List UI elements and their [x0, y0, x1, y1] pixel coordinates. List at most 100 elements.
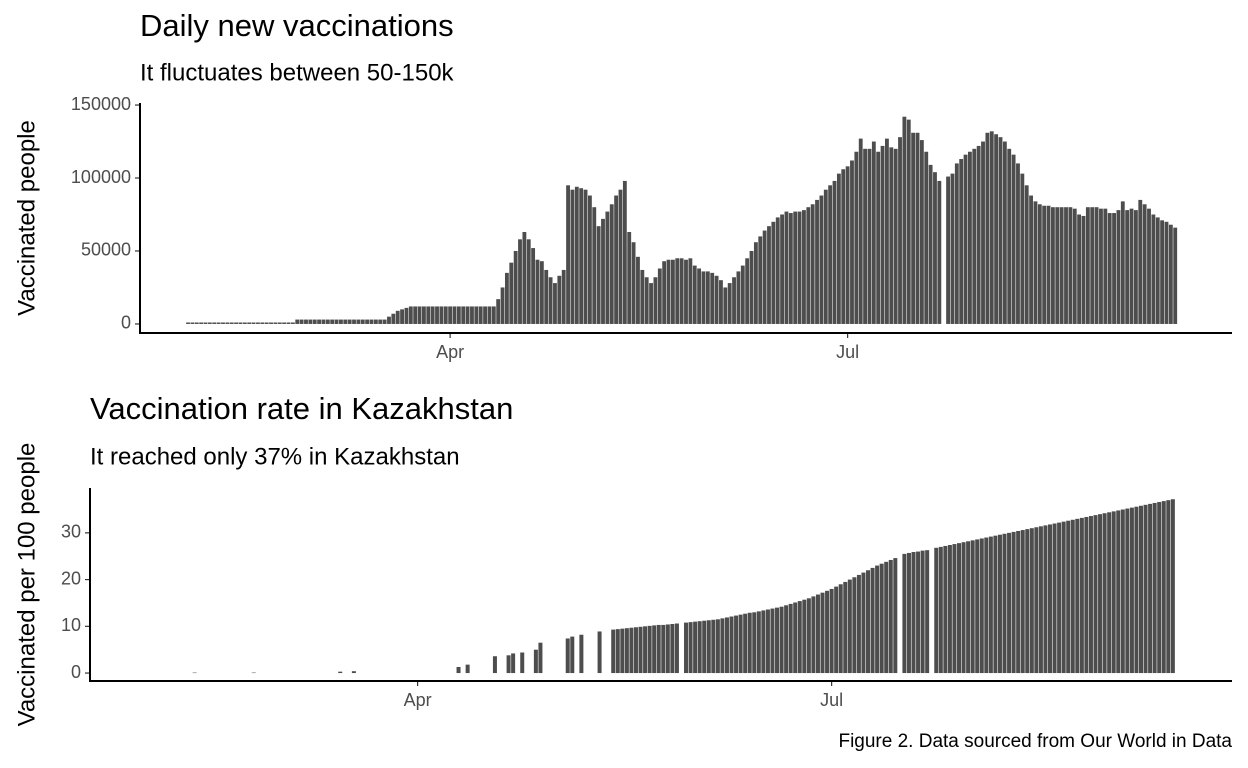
bar — [369, 319, 374, 324]
y-tick-label: 0 — [71, 662, 81, 682]
bar — [919, 140, 924, 324]
bar — [400, 309, 405, 324]
bar — [765, 609, 770, 674]
bar — [1173, 227, 1178, 324]
bar — [387, 316, 391, 324]
bar — [553, 283, 557, 324]
bar — [234, 322, 239, 324]
bar — [911, 552, 916, 674]
bar — [435, 306, 439, 324]
bar — [614, 195, 619, 324]
bar — [1102, 513, 1107, 674]
bar — [959, 159, 964, 324]
bar — [483, 306, 487, 324]
bar — [1139, 505, 1144, 674]
bar — [1142, 204, 1147, 324]
bar — [352, 319, 356, 324]
bar — [876, 151, 881, 324]
bar — [684, 259, 688, 324]
bar — [838, 584, 843, 674]
bar — [347, 319, 352, 324]
bar — [714, 275, 719, 324]
bar — [856, 574, 861, 674]
bar — [920, 550, 925, 674]
bar — [186, 322, 190, 324]
bar — [994, 134, 999, 324]
bar — [1143, 504, 1148, 674]
bar — [706, 620, 711, 674]
bar — [797, 601, 802, 674]
bar — [850, 160, 854, 324]
bar — [815, 594, 820, 674]
bar — [520, 652, 525, 674]
bar — [875, 565, 880, 674]
bar — [934, 547, 939, 674]
bar — [404, 307, 409, 324]
bar — [1093, 515, 1098, 674]
bar — [587, 195, 592, 324]
bar — [1107, 512, 1112, 674]
bar — [548, 277, 553, 324]
bar — [727, 283, 732, 324]
bar — [439, 306, 444, 324]
chart-subtitle: It reached only 37% in Kazakhstan — [90, 443, 460, 470]
bar — [620, 628, 625, 674]
bar — [705, 271, 710, 324]
bar — [1120, 509, 1125, 674]
bar — [1129, 507, 1134, 674]
bar — [629, 627, 634, 674]
bar — [761, 610, 766, 674]
bar — [351, 671, 356, 674]
bar — [775, 217, 780, 324]
bar — [1168, 224, 1173, 324]
bar — [295, 319, 300, 324]
bar — [740, 265, 745, 324]
bar — [828, 185, 833, 324]
bar — [1066, 520, 1071, 674]
bar — [1103, 208, 1108, 324]
bar — [906, 119, 911, 324]
bar — [269, 322, 273, 324]
bar — [1157, 502, 1162, 674]
bar — [1007, 532, 1012, 674]
bar — [1155, 217, 1160, 324]
bar — [975, 539, 980, 674]
bar — [570, 636, 575, 674]
bar — [988, 536, 993, 674]
bar — [636, 256, 640, 324]
bar — [985, 132, 990, 324]
bar — [382, 319, 387, 324]
bar — [417, 306, 422, 324]
bar — [1151, 214, 1156, 324]
y-axis-label: Vaccinated per 100 people — [13, 443, 40, 727]
bar — [915, 132, 920, 324]
bar — [1011, 154, 1016, 324]
y-tick-label: 0 — [121, 313, 131, 333]
bar — [260, 322, 265, 324]
bar — [465, 306, 470, 324]
bar — [1112, 213, 1116, 324]
bar — [906, 552, 911, 674]
bar — [820, 592, 825, 674]
bar — [679, 258, 684, 324]
bar — [933, 172, 937, 324]
bar — [884, 561, 889, 674]
bar — [847, 579, 852, 674]
bar — [693, 621, 698, 674]
bar — [1085, 207, 1090, 324]
bar — [256, 322, 260, 324]
bar — [729, 616, 734, 674]
bar — [282, 322, 287, 324]
bar — [1033, 201, 1038, 324]
bar — [984, 537, 989, 674]
bar — [843, 581, 848, 674]
bar — [916, 551, 921, 674]
bar — [518, 239, 522, 324]
bar — [925, 550, 930, 674]
bar — [981, 141, 985, 324]
bar — [474, 306, 479, 324]
bar — [408, 306, 413, 324]
bar — [806, 207, 811, 324]
bar — [989, 131, 994, 324]
bar — [456, 666, 461, 674]
